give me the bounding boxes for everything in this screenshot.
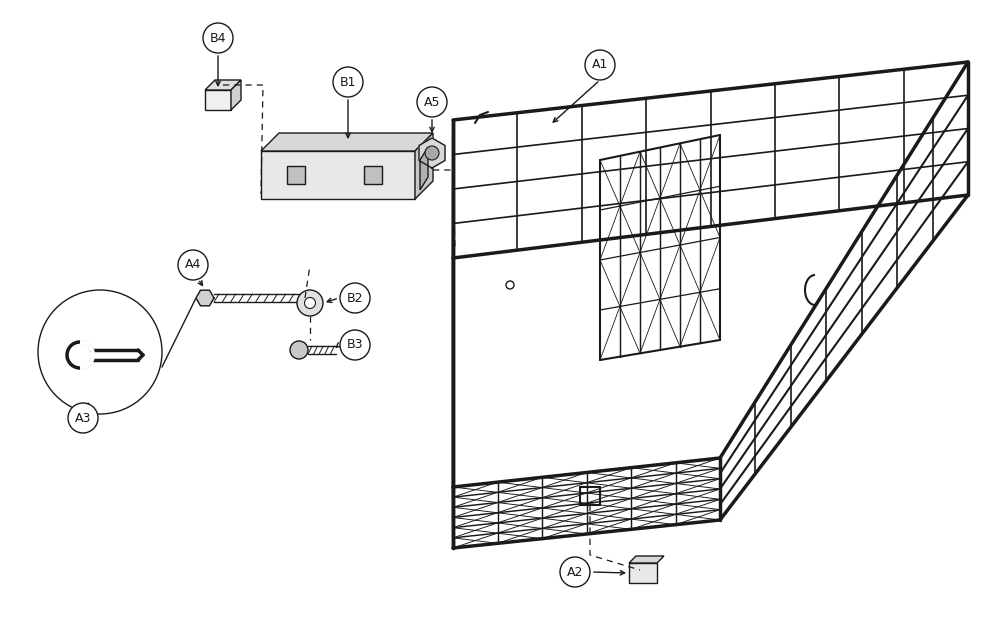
Polygon shape <box>196 290 214 306</box>
Text: A1: A1 <box>592 58 608 72</box>
Text: A3: A3 <box>75 411 91 425</box>
Polygon shape <box>231 80 241 110</box>
Polygon shape <box>419 138 445 168</box>
Polygon shape <box>420 147 428 190</box>
Circle shape <box>68 403 98 433</box>
Circle shape <box>203 23 233 53</box>
Circle shape <box>304 298 316 308</box>
Text: A2: A2 <box>567 565 583 579</box>
Polygon shape <box>629 563 657 583</box>
Polygon shape <box>261 151 415 199</box>
Polygon shape <box>629 556 664 563</box>
Polygon shape <box>205 90 231 110</box>
Polygon shape <box>364 166 382 184</box>
Polygon shape <box>261 133 433 151</box>
Circle shape <box>38 290 162 414</box>
Circle shape <box>417 87 447 117</box>
Text: A4: A4 <box>185 258 201 272</box>
Text: A5: A5 <box>424 96 440 108</box>
Text: B1: B1 <box>340 75 356 89</box>
Circle shape <box>425 146 439 160</box>
Polygon shape <box>415 133 433 199</box>
Circle shape <box>333 67 363 97</box>
Circle shape <box>340 330 370 360</box>
Circle shape <box>585 50 615 80</box>
Circle shape <box>290 341 308 359</box>
Text: B2: B2 <box>347 292 363 304</box>
Text: B3: B3 <box>347 339 363 351</box>
Circle shape <box>297 290 323 316</box>
Polygon shape <box>287 166 305 184</box>
Text: B4: B4 <box>210 32 226 44</box>
Circle shape <box>178 250 208 280</box>
Circle shape <box>560 557 590 587</box>
Polygon shape <box>205 80 241 90</box>
Circle shape <box>340 283 370 313</box>
